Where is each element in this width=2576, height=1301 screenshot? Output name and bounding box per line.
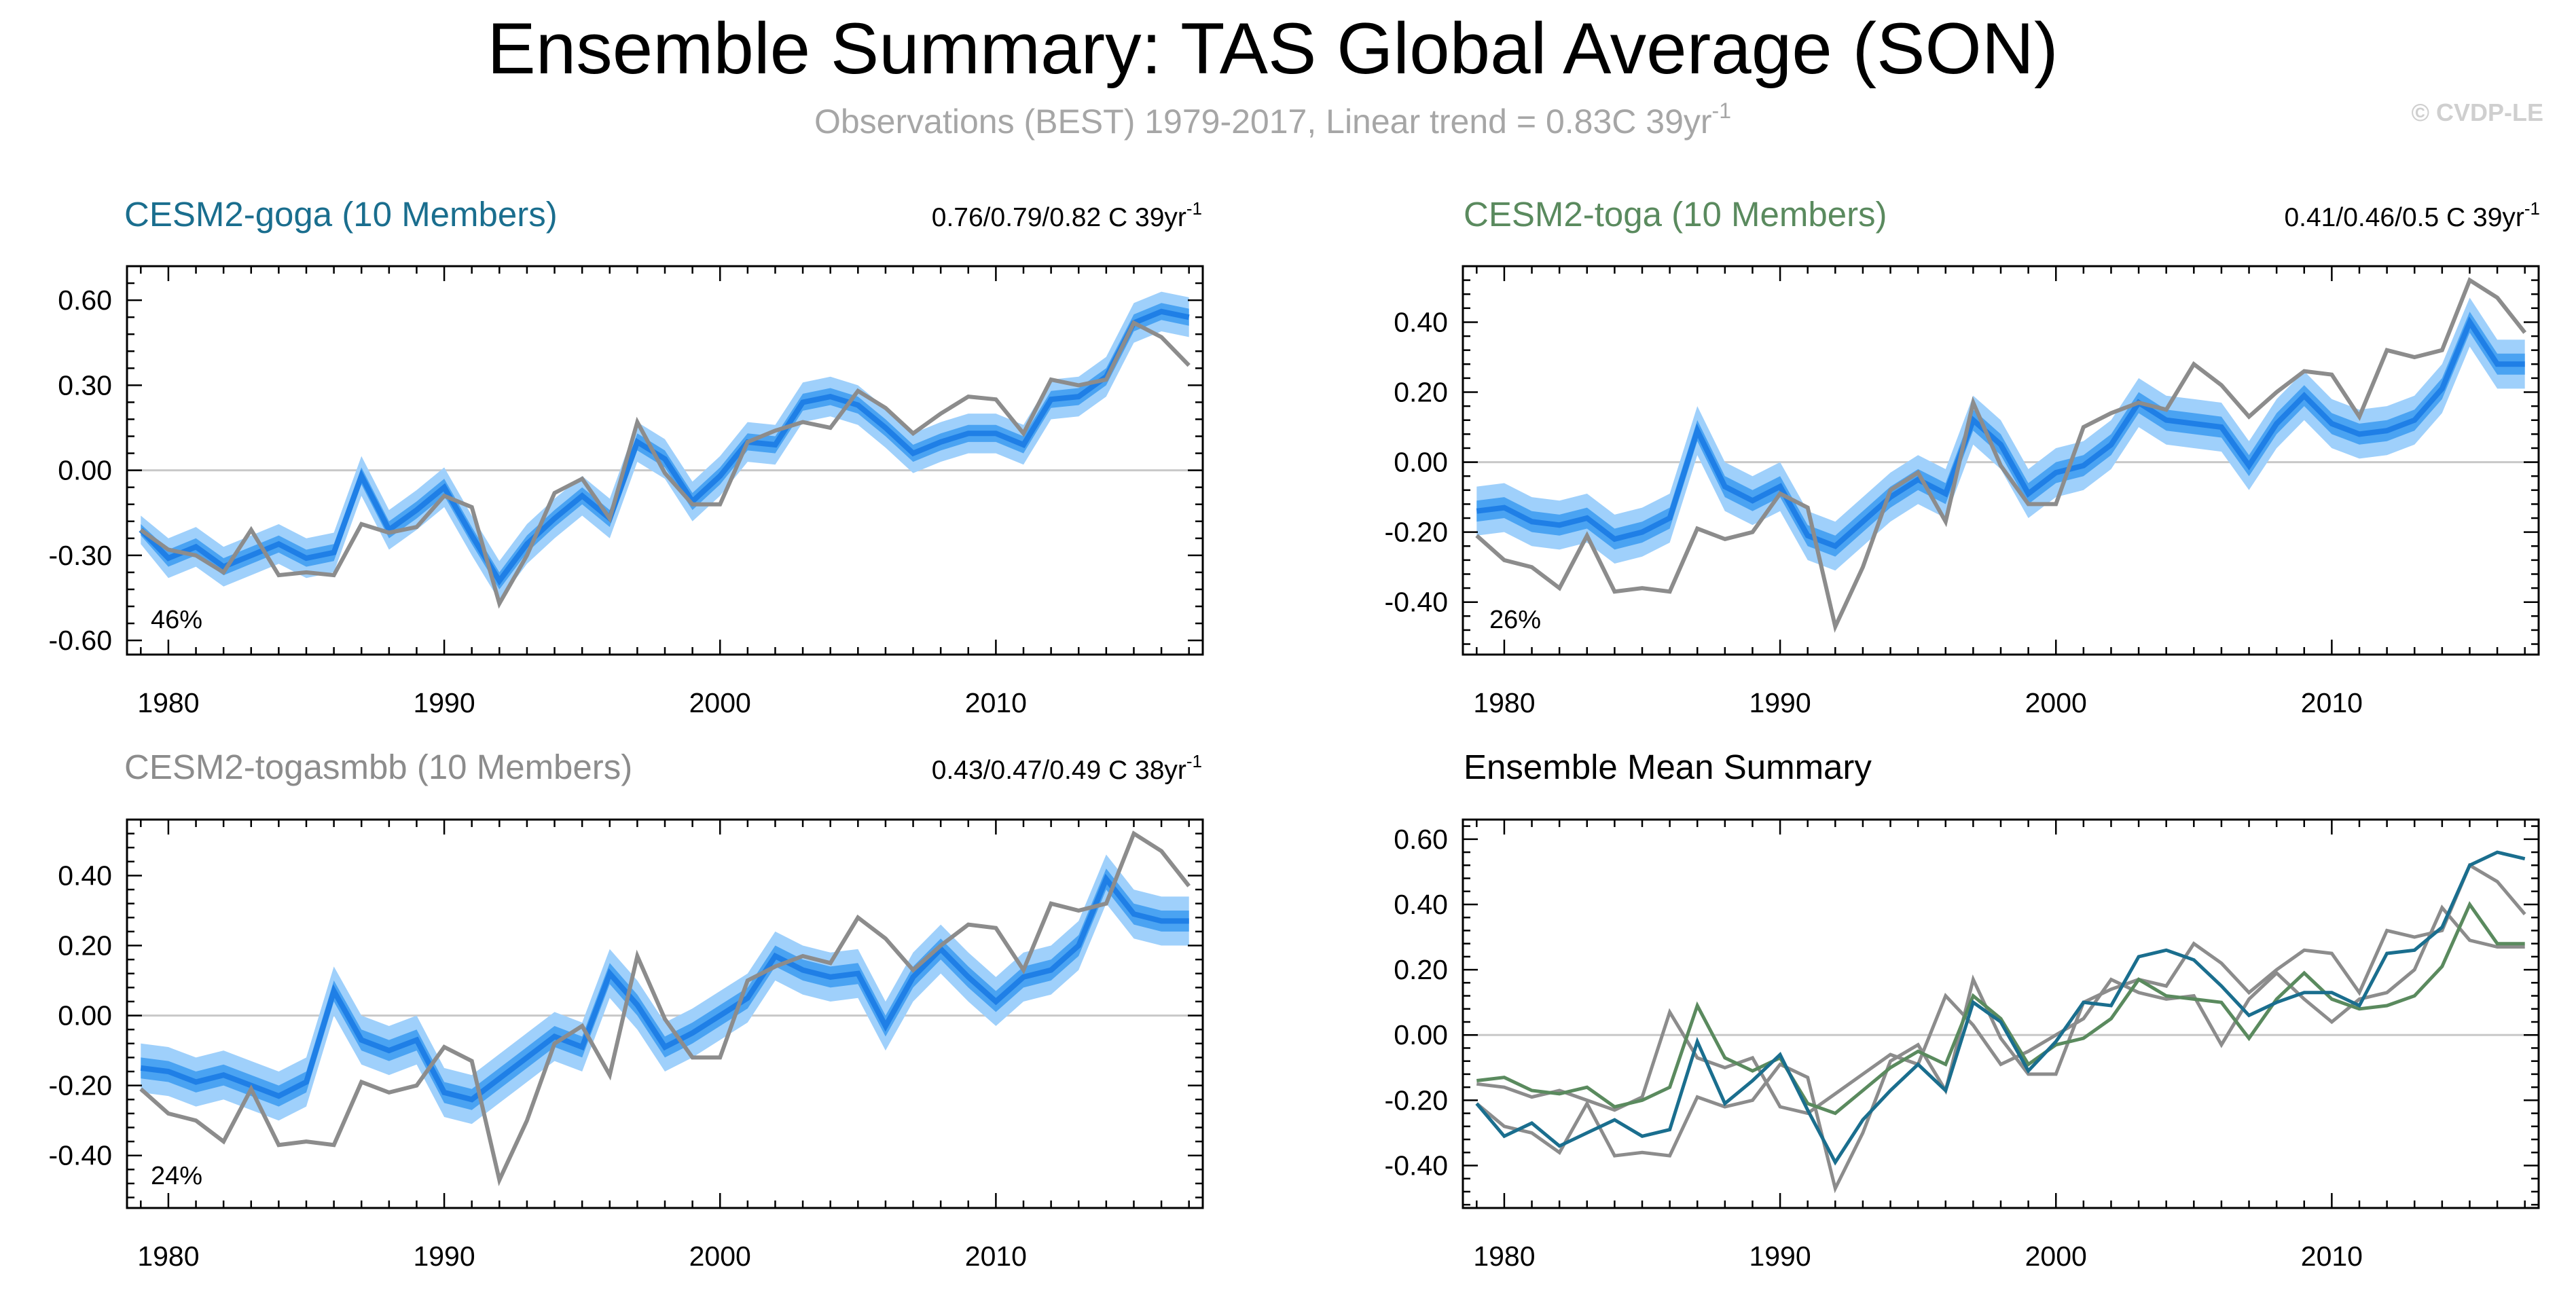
- x-tick-label: 1980: [1473, 1241, 1535, 1272]
- y-tick-label: 0.40: [1394, 306, 1448, 337]
- range-band-inner-togasmbb: [141, 868, 1189, 1110]
- summary-line-cesm2-goga: [1475, 850, 2526, 1166]
- x-tick-label: 2000: [2025, 1241, 2087, 1272]
- observations-line-togasmbb: [139, 830, 1191, 1186]
- y-tick-label: 0.60: [1394, 824, 1448, 855]
- y-tick-label: -0.40: [49, 1140, 112, 1171]
- trend-main-togasmbb: 0.43/0.47/0.49 C 38yr: [932, 756, 1186, 785]
- panel-title-goga: CESM2-goga (10 Members): [124, 195, 558, 234]
- ensemble-mean-line-goga: [139, 308, 1190, 586]
- range-band-full-togasmbb: [141, 854, 1189, 1124]
- panel-percent-togasmbb: 24%: [151, 1162, 202, 1190]
- trend-sup-goga: -1: [1186, 198, 1202, 219]
- y-tick-label: 0.40: [1394, 889, 1448, 920]
- y-tick-label: 0.40: [58, 860, 112, 891]
- y-tick-label: 0.00: [1394, 1019, 1448, 1050]
- panel-trend-togasmbb: 0.43/0.47/0.49 C 38yr-1: [932, 751, 1202, 785]
- x-tick-label: 2000: [689, 687, 751, 718]
- subtitle-sup: -1: [1712, 98, 1731, 123]
- y-tick-label: -0.40: [1385, 1150, 1448, 1181]
- y-tick-label: 0.00: [58, 1000, 112, 1031]
- y-tick-label: 0.20: [1394, 954, 1448, 985]
- panel-percent-goga: 46%: [151, 606, 202, 634]
- y-tick-label: -0.20: [49, 1070, 112, 1101]
- ensemble-mean-line-togasmbb: [140, 873, 1189, 1103]
- panel-percent-toga: 26%: [1489, 606, 1541, 634]
- x-tick-label: 2010: [2301, 687, 2363, 718]
- y-tick-label: 0.60: [58, 285, 112, 316]
- panel-trend-toga: 0.41/0.46/0.5 C 39yr-1: [2284, 198, 2540, 232]
- trend-sup-toga: -1: [2524, 198, 2540, 219]
- figure-subtitle: Observations (BEST) 1979-2017, Linear tr…: [814, 98, 1731, 141]
- panel-trend-goga: 0.76/0.79/0.82 C 39yr-1: [932, 198, 1202, 232]
- trend-main-toga: 0.41/0.46/0.5 C 39yr: [2284, 203, 2524, 232]
- x-tick-label: 1990: [413, 1241, 475, 1272]
- subtitle-main: Observations (BEST) 1979-2017, Linear tr…: [814, 103, 1712, 141]
- summary-line-observations-best: [1475, 862, 2526, 1194]
- x-tick-label: 2010: [965, 687, 1027, 718]
- x-tick-label: 1990: [1749, 687, 1811, 718]
- x-tick-label: 1990: [413, 687, 475, 718]
- x-tick-label: 2010: [965, 1241, 1027, 1272]
- plot-toga: 1980 1990 2000 2010 0.40 0.20 0.00 -0.20 -0.40: [1385, 265, 2540, 718]
- y-tick-label: -0.40: [1385, 587, 1448, 618]
- trend-main-goga: 0.76/0.79/0.82 C 39yr: [932, 203, 1186, 232]
- x-tick-label: 2010: [2301, 1241, 2363, 1272]
- x-tick-label: 2000: [2025, 687, 2087, 718]
- x-tick-label: 1990: [1749, 1241, 1811, 1272]
- observations-line-toga: [1475, 277, 2527, 633]
- ensemble-mean-line-toga: [1476, 316, 2525, 549]
- y-tick-label: -0.20: [1385, 1084, 1448, 1116]
- figure-title: Ensemble Summary: TAS Global Average (SO…: [487, 7, 2058, 89]
- y-tick-label: 0.00: [1394, 447, 1448, 478]
- y-tick-label: 0.30: [58, 369, 112, 401]
- x-tick-label: 2000: [689, 1241, 751, 1272]
- x-tick-label: 1980: [137, 687, 199, 718]
- plot-frame-summary: [1462, 818, 2540, 1209]
- plot-goga: 1980 1990 2000 2010 0.60 0.30 0.00 -0.30 -0.60: [49, 265, 1204, 718]
- y-tick-label: 0.20: [58, 930, 112, 961]
- y-tick-label: -0.30: [49, 540, 112, 571]
- observations-line-goga: [139, 320, 1191, 609]
- x-tick-label: 1980: [137, 1241, 199, 1272]
- summary-line-cesm2-toga: [1476, 900, 2525, 1116]
- panel-title-summary: Ensemble Mean Summary: [1464, 748, 1872, 786]
- panel-title-togasmbb: CESM2-togasmbb (10 Members): [124, 748, 632, 786]
- x-tick-label: 1980: [1473, 687, 1535, 718]
- plot-frame-togasmbb: [126, 818, 1204, 1209]
- panel-title-toga: CESM2-toga (10 Members): [1464, 195, 1887, 234]
- trend-sup-togasmbb: -1: [1186, 751, 1202, 771]
- y-tick-label: -0.60: [49, 625, 112, 656]
- plot-ensemble-mean-summary: 1980 1990 2000 2010 0.60 0.40 0.20 0.00 -0.20 -0.…: [1385, 818, 2540, 1272]
- plot-togasmbb: 1980 1990 2000 2010 0.40 0.20 0.00 -0.20 -0.40: [49, 818, 1204, 1272]
- copyright-label: © CVDP-LE: [2411, 98, 2543, 126]
- y-tick-label: 0.20: [1394, 377, 1448, 408]
- y-tick-label: 0.00: [58, 455, 112, 486]
- summary-line-cesm2-togasmbb: [1476, 904, 2525, 1116]
- y-tick-label: -0.20: [1385, 517, 1448, 548]
